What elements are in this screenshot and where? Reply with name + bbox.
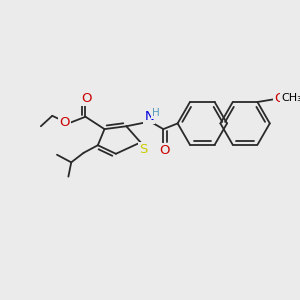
Text: CH₃: CH₃ [281,93,300,103]
Text: O: O [274,92,284,105]
Text: O: O [159,144,169,158]
Text: N: N [144,110,154,123]
Text: H: H [152,108,160,118]
Text: O: O [81,92,92,105]
Text: S: S [139,143,148,157]
Text: O: O [59,116,70,129]
